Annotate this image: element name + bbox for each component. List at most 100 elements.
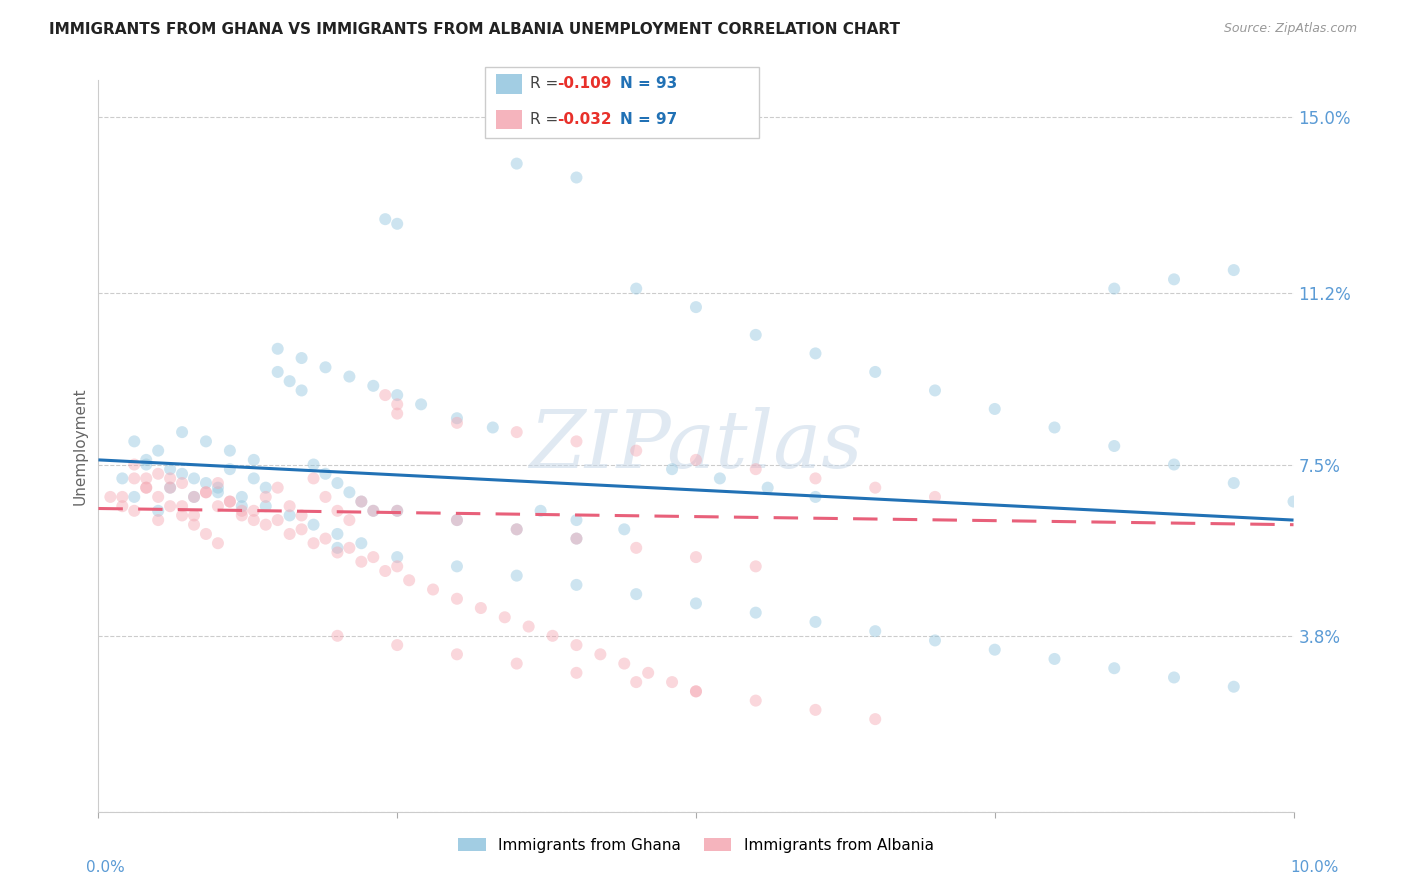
Point	[363, 504, 385, 518]
Point	[385, 388, 409, 402]
Point	[1043, 420, 1066, 434]
Point	[865, 365, 887, 379]
Point	[124, 504, 146, 518]
Point	[1223, 680, 1246, 694]
Point	[661, 675, 683, 690]
Point	[148, 443, 170, 458]
Point	[243, 471, 266, 485]
Point	[1043, 652, 1066, 666]
Point	[267, 513, 290, 527]
Point	[1223, 476, 1246, 491]
Point	[339, 513, 361, 527]
Text: N = 97: N = 97	[620, 112, 678, 127]
Point	[613, 657, 636, 671]
Point	[565, 532, 588, 546]
Point	[172, 467, 194, 481]
Point	[291, 351, 314, 365]
Point	[172, 425, 194, 439]
Point	[315, 360, 337, 375]
Point	[124, 490, 146, 504]
Point	[148, 504, 170, 518]
Point	[661, 462, 683, 476]
Point	[219, 462, 242, 476]
Text: R =: R =	[530, 77, 564, 91]
Point	[506, 568, 529, 582]
Y-axis label: Unemployment: Unemployment	[72, 387, 87, 505]
Point	[756, 481, 779, 495]
Point	[219, 494, 242, 508]
Point	[111, 499, 134, 513]
Point	[111, 471, 134, 485]
Point	[1104, 661, 1126, 675]
Legend: Immigrants from Ghana, Immigrants from Albania: Immigrants from Ghana, Immigrants from A…	[453, 831, 939, 859]
Point	[207, 476, 229, 491]
Point	[1223, 263, 1246, 277]
Point	[1282, 494, 1305, 508]
Point	[254, 481, 277, 495]
Point	[984, 642, 1007, 657]
Point	[745, 462, 768, 476]
Point	[183, 517, 205, 532]
Point	[363, 379, 385, 393]
Point	[446, 648, 468, 662]
Point	[278, 508, 301, 523]
Point	[565, 638, 588, 652]
Point	[924, 490, 946, 504]
Point	[804, 703, 827, 717]
Point	[924, 633, 946, 648]
Point	[135, 458, 157, 472]
Point	[385, 550, 409, 565]
Point	[446, 559, 468, 574]
Point	[326, 504, 349, 518]
Point	[124, 458, 146, 472]
Point	[385, 559, 409, 574]
Text: Source: ZipAtlas.com: Source: ZipAtlas.com	[1223, 22, 1357, 36]
Point	[1163, 670, 1185, 684]
Point	[385, 504, 409, 518]
Point	[302, 517, 325, 532]
Point	[804, 615, 827, 629]
Point	[135, 471, 157, 485]
Point	[326, 476, 349, 491]
Point	[745, 559, 768, 574]
Point	[363, 504, 385, 518]
Point	[326, 545, 349, 559]
Point	[111, 490, 134, 504]
Point	[231, 508, 253, 523]
Point	[207, 536, 229, 550]
Point	[613, 522, 636, 536]
Point	[267, 481, 290, 495]
Point	[172, 476, 194, 491]
Point	[207, 481, 229, 495]
Point	[326, 629, 349, 643]
Point	[159, 499, 181, 513]
Point	[804, 346, 827, 360]
Point	[565, 532, 588, 546]
Point	[124, 471, 146, 485]
Point	[1104, 282, 1126, 296]
Point	[685, 684, 707, 698]
Point	[506, 425, 529, 439]
Point	[541, 629, 564, 643]
Point	[291, 522, 314, 536]
Point	[446, 513, 468, 527]
Point	[385, 407, 409, 421]
Point	[243, 513, 266, 527]
Point	[626, 675, 648, 690]
Point	[685, 550, 707, 565]
Point	[530, 504, 553, 518]
Point	[315, 532, 337, 546]
Text: N = 93: N = 93	[620, 77, 678, 91]
Point	[385, 638, 409, 652]
Point	[374, 388, 396, 402]
Point	[339, 369, 361, 384]
Point	[267, 365, 290, 379]
Point	[385, 504, 409, 518]
Text: -0.032: -0.032	[557, 112, 612, 127]
Point	[411, 397, 433, 411]
Text: R =: R =	[530, 112, 564, 127]
Point	[422, 582, 444, 597]
Point	[219, 494, 242, 508]
Point	[446, 411, 468, 425]
Point	[207, 499, 229, 513]
